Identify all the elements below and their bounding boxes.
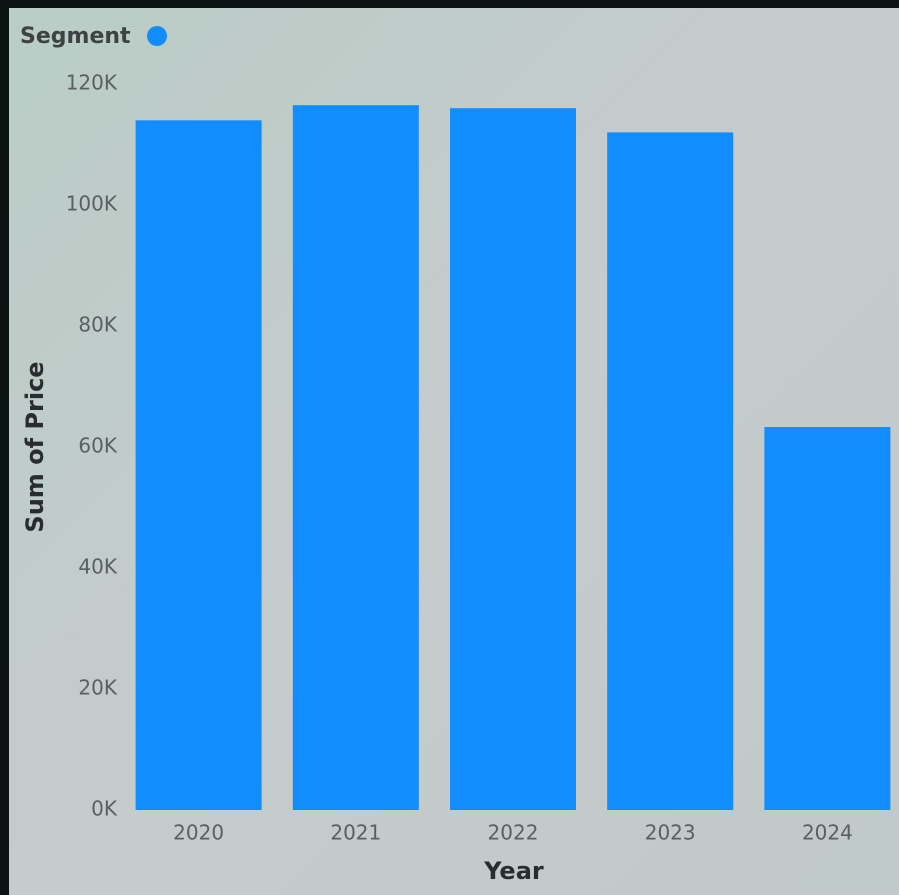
bar xyxy=(607,132,734,810)
x-tick-label: 2023 xyxy=(645,821,696,845)
y-tick-label: 60K xyxy=(78,434,117,458)
bar xyxy=(135,120,262,811)
y-tick-label: 0K xyxy=(91,797,118,821)
y-tick-label: 40K xyxy=(78,555,117,579)
x-tick-label: 2024 xyxy=(802,821,853,845)
y-tick-label: 80K xyxy=(78,313,117,337)
y-tick-label: 120K xyxy=(66,71,118,95)
bar xyxy=(292,105,419,811)
legend-marker xyxy=(147,26,167,46)
y-axis-title: Sum of Price xyxy=(21,361,49,532)
bar xyxy=(764,427,891,810)
x-tick-label: 2020 xyxy=(173,821,224,845)
x-axis-title: Year xyxy=(483,857,544,885)
x-tick-label: 2021 xyxy=(330,821,381,845)
x-tick-label: 2022 xyxy=(488,821,539,845)
y-tick-label: 100K xyxy=(66,192,118,216)
legend-title: Segment xyxy=(20,24,131,49)
y-tick-label: 20K xyxy=(78,676,117,700)
bar xyxy=(450,108,576,810)
